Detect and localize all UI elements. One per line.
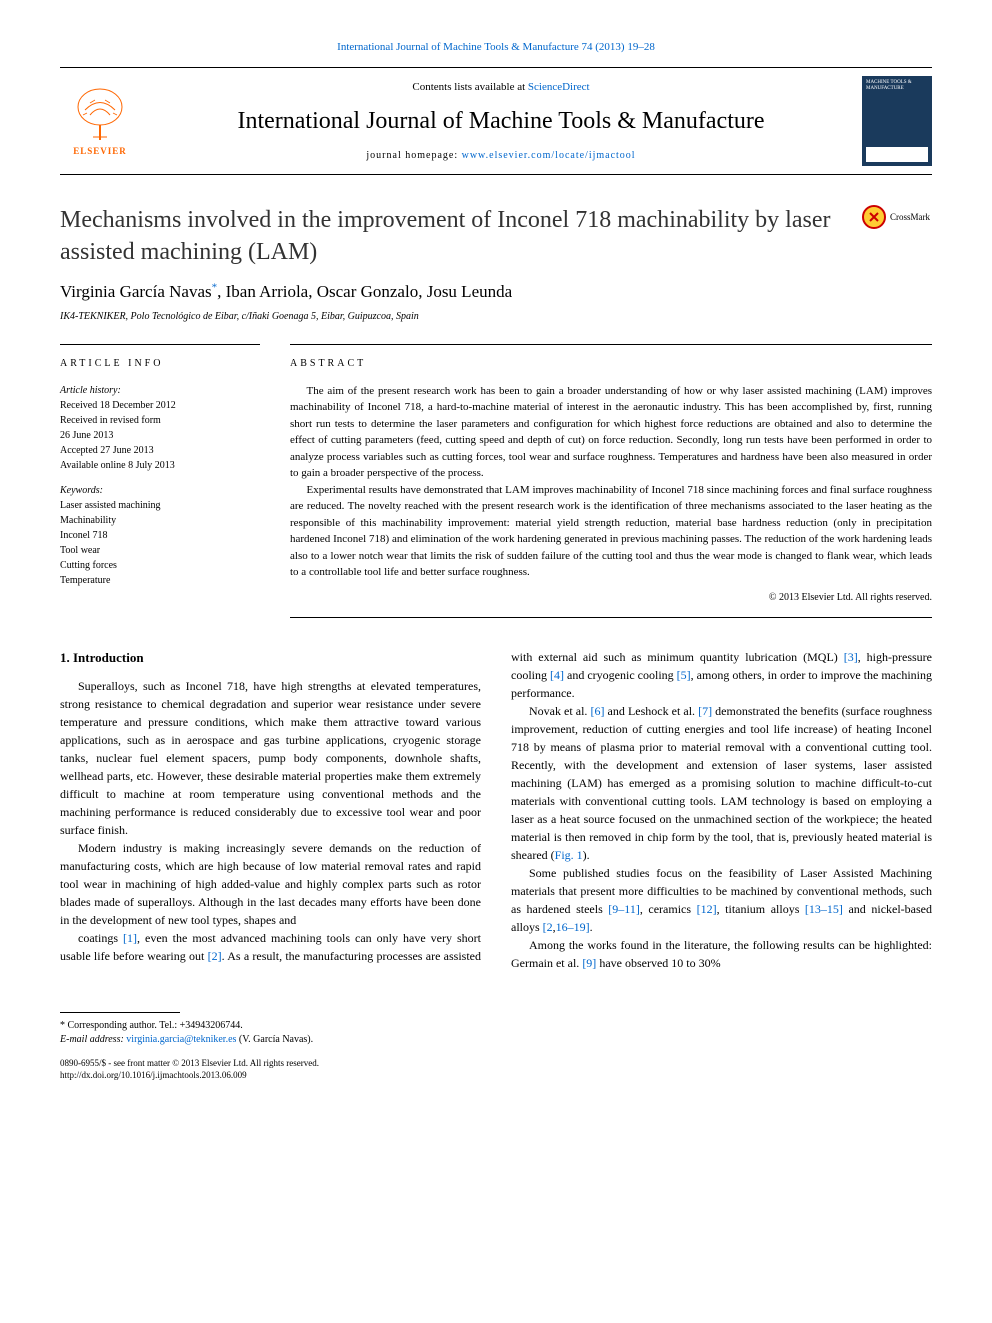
crossmark-icon xyxy=(862,205,886,229)
info-abstract-row: ARTICLE INFO Article history: Received 1… xyxy=(60,344,932,618)
ref-link[interactable]: [9] xyxy=(582,956,596,970)
elsevier-label: ELSEVIER xyxy=(73,145,127,158)
body-text: 1. Introduction Superalloys, such as Inc… xyxy=(60,648,932,972)
journal-header: ELSEVIER Contents lists available at Sci… xyxy=(60,67,932,175)
history-block: Article history: Received 18 December 20… xyxy=(60,383,260,473)
body-p6: Among the works found in the literature,… xyxy=(511,936,932,972)
ref-link[interactable]: [12] xyxy=(697,902,717,916)
copyright: © 2013 Elsevier Ltd. All rights reserved… xyxy=(290,591,932,605)
authors: Virginia García Navas*, Iban Arriola, Os… xyxy=(60,280,932,304)
citation-link[interactable]: International Journal of Machine Tools &… xyxy=(337,41,655,53)
journal-cover-icon: MACHINE TOOLS & MANUFACTURE xyxy=(862,76,932,166)
issn-line: 0890-6955/$ - see front matter © 2013 El… xyxy=(60,1058,319,1068)
ref-link[interactable]: [6] xyxy=(591,704,605,718)
homepage-link[interactable]: www.elsevier.com/locate/ijmactool xyxy=(462,150,636,161)
corr-label: * Corresponding author. Tel.: +349432067… xyxy=(60,1020,243,1031)
author-primary: Virginia García Navas xyxy=(60,282,212,301)
crossmark-badge[interactable]: CrossMark xyxy=(862,205,932,229)
keyword: Temperature xyxy=(60,575,110,586)
elsevier-tree-icon xyxy=(65,85,135,145)
history-label: Article history: xyxy=(60,385,121,396)
history-line: Available online 8 July 2013 xyxy=(60,460,175,471)
footnote-separator xyxy=(60,1012,180,1013)
ref-link[interactable]: [2] xyxy=(208,949,222,963)
keyword: Machinability xyxy=(60,515,116,526)
cover-title: MACHINE TOOLS & MANUFACTURE xyxy=(866,80,928,91)
history-line: Received in revised form xyxy=(60,415,161,426)
journal-center: Contents lists available at ScienceDirec… xyxy=(140,80,862,163)
article-info: ARTICLE INFO Article history: Received 1… xyxy=(60,344,260,618)
contents-line: Contents lists available at ScienceDirec… xyxy=(140,80,862,95)
article-title: Mechanisms involved in the improvement o… xyxy=(60,205,852,267)
citation-header: International Journal of Machine Tools &… xyxy=(60,40,932,55)
body-p5: Some published studies focus on the feas… xyxy=(511,864,932,936)
keyword: Laser assisted machining xyxy=(60,500,161,511)
email-name: (V. García Navas). xyxy=(236,1034,313,1045)
email-label: E-mail address: xyxy=(60,1034,126,1045)
keywords-block: Keywords: Laser assisted machining Machi… xyxy=(60,483,260,588)
doi-block: 0890-6955/$ - see front matter © 2013 El… xyxy=(60,1057,932,1082)
corresponding-footnote: * Corresponding author. Tel.: +349432067… xyxy=(60,1019,932,1047)
abstract-heading: ABSTRACT xyxy=(290,357,932,371)
keyword: Tool wear xyxy=(60,545,100,556)
journal-homepage: journal homepage: www.elsevier.com/locat… xyxy=(140,149,862,163)
body-p2: Modern industry is making increasingly s… xyxy=(60,839,481,929)
homepage-prefix: journal homepage: xyxy=(366,150,461,161)
crossmark-label: CrossMark xyxy=(890,211,930,224)
abstract-p2: Experimental results have demonstrated t… xyxy=(290,482,932,581)
ref-link[interactable]: [13–15] xyxy=(805,902,843,916)
authors-rest: , Iban Arriola, Oscar Gonzalo, Josu Leun… xyxy=(217,282,512,301)
keyword: Cutting forces xyxy=(60,560,117,571)
body-p1: Superalloys, such as Inconel 718, have h… xyxy=(60,677,481,839)
ref-link[interactable]: [5] xyxy=(677,668,691,682)
ref-link[interactable]: [9–11] xyxy=(608,902,640,916)
contents-prefix: Contents lists available at xyxy=(412,81,527,93)
history-line: 26 June 2013 xyxy=(60,430,113,441)
title-row: Mechanisms involved in the improvement o… xyxy=(60,205,932,267)
keyword: Inconel 718 xyxy=(60,530,108,541)
history-line: Received 18 December 2012 xyxy=(60,400,176,411)
affiliation: IK4-TEKNIKER, Polo Tecnológico de Eibar,… xyxy=(60,310,932,324)
email-link[interactable]: virginia.garcia@tekniker.es xyxy=(126,1034,236,1045)
abstract-p1: The aim of the present research work has… xyxy=(290,383,932,482)
ref-link[interactable]: [2 xyxy=(543,920,553,934)
ref-link[interactable]: 16–19] xyxy=(556,920,590,934)
elsevier-logo: ELSEVIER xyxy=(60,81,140,161)
section-heading: 1. Introduction xyxy=(60,648,481,668)
abstract: ABSTRACT The aim of the present research… xyxy=(290,344,932,618)
ref-link[interactable]: [3] xyxy=(844,650,858,664)
ref-link[interactable]: [4] xyxy=(550,668,564,682)
keywords-label: Keywords: xyxy=(60,485,103,496)
ref-link[interactable]: [7] xyxy=(698,704,712,718)
history-line: Accepted 27 June 2013 xyxy=(60,445,154,456)
info-heading: ARTICLE INFO xyxy=(60,357,260,371)
journal-name: International Journal of Machine Tools &… xyxy=(140,105,862,139)
body-p4: Novak et al. [6] and Leshock et al. [7] … xyxy=(511,702,932,864)
cover-bottom xyxy=(866,147,928,162)
sciencedirect-link[interactable]: ScienceDirect xyxy=(528,81,590,93)
fig-link[interactable]: Fig. 1 xyxy=(555,848,583,862)
ref-link[interactable]: [1] xyxy=(123,931,137,945)
doi-line: http://dx.doi.org/10.1016/j.ijmachtools.… xyxy=(60,1070,247,1080)
